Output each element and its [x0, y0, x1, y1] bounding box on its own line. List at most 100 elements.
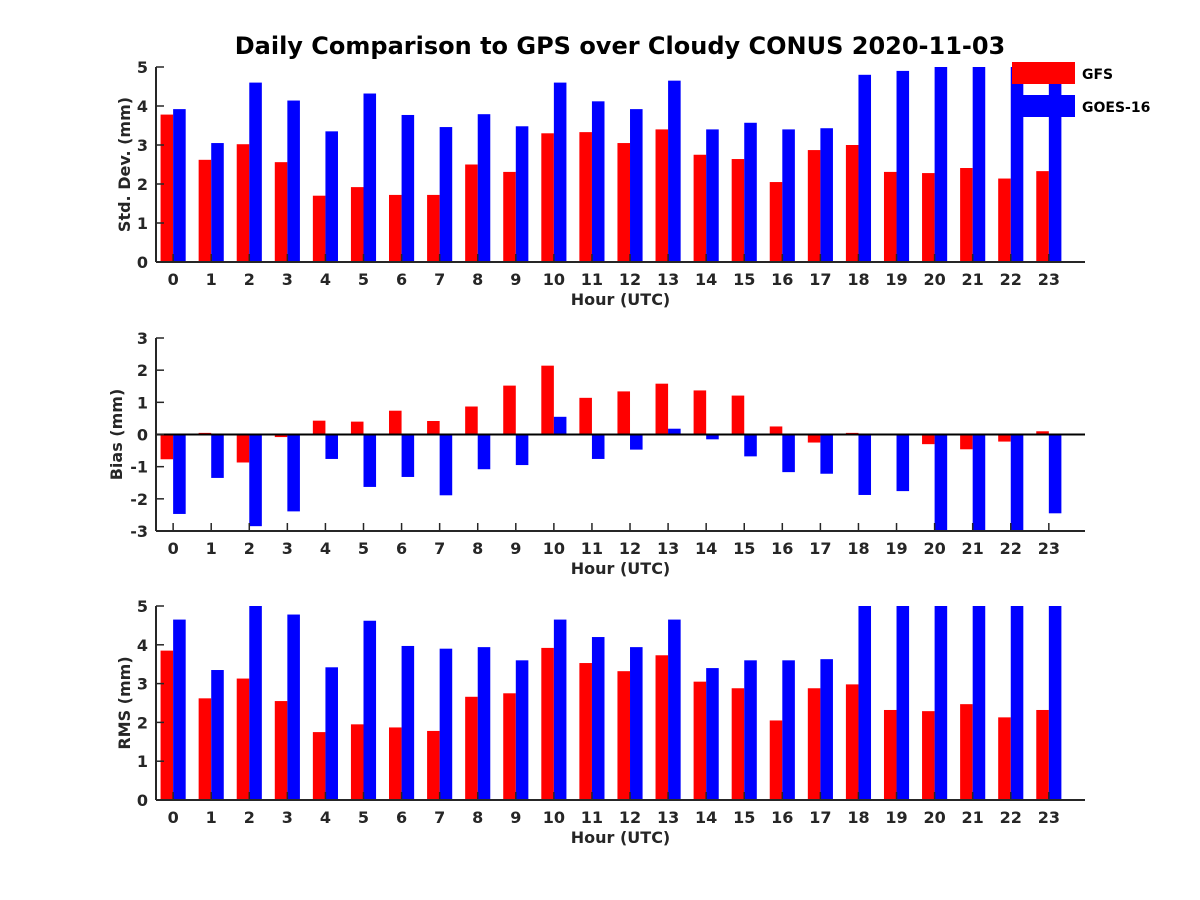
- bar-gfs-7: [427, 420, 440, 435]
- x-tick-label: 18: [847, 808, 869, 827]
- y-axis-label: RMS (mm): [115, 656, 134, 749]
- x-tick-label: 20: [923, 808, 945, 827]
- bar-gfs-3: [274, 434, 288, 438]
- x-tick-label: 9: [510, 539, 521, 558]
- bar-gfs-15: [731, 395, 745, 435]
- bar-gfs-4: [312, 195, 326, 262]
- bar-goes16-7: [439, 648, 453, 800]
- y-tick-label: -1: [130, 458, 148, 477]
- bar-gfs-1: [198, 698, 212, 800]
- bar-goes16-7: [439, 127, 453, 262]
- bar-goes16-8: [477, 434, 491, 470]
- x-tick-label: 8: [472, 270, 483, 289]
- x-tick-label: 12: [619, 539, 641, 558]
- x-tick-label: 22: [1000, 270, 1022, 289]
- x-tick-label: 18: [847, 539, 869, 558]
- bar-gfs-9: [503, 171, 516, 262]
- y-tick-label: 3: [137, 136, 148, 155]
- bar-goes16-11: [591, 101, 605, 262]
- bar-goes16-16: [782, 434, 795, 473]
- bar-goes16-22: [1010, 606, 1024, 800]
- bar-gfs-20: [922, 434, 935, 445]
- bar-gfs-3: [274, 162, 288, 262]
- legend-label-gfs: GFS: [1082, 67, 1113, 83]
- x-tick-label: 2: [244, 270, 255, 289]
- bar-goes16-2: [249, 82, 262, 262]
- y-tick-label: 1: [137, 393, 148, 412]
- x-tick-label: 5: [358, 270, 369, 289]
- bar-goes16-2: [249, 606, 262, 800]
- bar-gfs-20: [922, 711, 935, 800]
- bar-goes16-13: [668, 428, 681, 435]
- bar-gfs-4: [312, 420, 326, 435]
- x-tick-label: 14: [695, 539, 717, 558]
- legend-swatch-gfs: [1012, 62, 1075, 84]
- y-tick-label: 0: [137, 791, 148, 810]
- bar-gfs-20: [922, 173, 935, 262]
- y-tick-label: 5: [137, 58, 148, 77]
- bar-goes16-10: [553, 619, 567, 800]
- y-tick-label: 3: [137, 675, 148, 694]
- bar-gfs-8: [465, 696, 478, 800]
- bar-gfs-5: [350, 187, 364, 262]
- y-tick-label: 4: [137, 636, 148, 655]
- x-tick-label: 10: [543, 808, 565, 827]
- x-tick-label: 11: [581, 808, 603, 827]
- bar-goes16-20: [934, 606, 948, 800]
- x-tick-label: 19: [885, 539, 907, 558]
- bar-gfs-12: [617, 671, 631, 800]
- x-tick-label: 17: [809, 270, 831, 289]
- bar-goes16-22: [1010, 434, 1024, 531]
- bar-goes16-18: [858, 74, 872, 262]
- bar-goes16-15: [744, 660, 757, 800]
- x-tick-label: 21: [962, 270, 984, 289]
- bar-gfs-12: [617, 391, 631, 435]
- x-tick-label: 6: [396, 808, 407, 827]
- x-tick-label: 15: [733, 808, 755, 827]
- bar-gfs-18: [845, 145, 859, 262]
- bar-goes16-4: [325, 131, 338, 262]
- x-tick-label: 3: [282, 808, 293, 827]
- bar-gfs-10: [541, 365, 554, 435]
- x-tick-label: 13: [657, 539, 679, 558]
- bar-goes16-23: [1048, 434, 1062, 514]
- bar-goes16-9: [515, 126, 529, 262]
- bar-goes16-3: [287, 100, 300, 262]
- x-tick-label: 7: [434, 808, 445, 827]
- bar-gfs-2: [236, 144, 250, 262]
- bar-gfs-23: [1036, 709, 1049, 800]
- bar-goes16-0: [173, 619, 186, 800]
- x-tick-label: 0: [168, 808, 179, 827]
- x-tick-label: 0: [168, 539, 179, 558]
- bar-goes16-10: [553, 416, 567, 435]
- bar-gfs-9: [503, 385, 516, 435]
- x-tick-label: 23: [1038, 539, 1060, 558]
- bar-goes16-14: [706, 668, 719, 800]
- bar-goes16-18: [858, 434, 872, 495]
- bar-goes16-9: [515, 660, 529, 800]
- x-tick-label: 23: [1038, 808, 1060, 827]
- bar-gfs-8: [465, 164, 478, 262]
- x-tick-label: 8: [472, 539, 483, 558]
- bar-gfs-8: [465, 406, 478, 435]
- bar-gfs-10: [541, 133, 554, 262]
- x-tick-label: 3: [282, 270, 293, 289]
- bar-gfs-23: [1036, 431, 1049, 435]
- x-tick-label: 20: [923, 270, 945, 289]
- bar-gfs-14: [693, 390, 707, 435]
- bar-gfs-7: [427, 194, 440, 262]
- x-tick-label: 21: [962, 539, 984, 558]
- x-tick-label: 16: [771, 808, 793, 827]
- x-tick-label: 17: [809, 808, 831, 827]
- bar-goes16-1: [211, 143, 224, 262]
- bar-goes16-6: [401, 114, 415, 262]
- bar-goes16-12: [630, 109, 643, 263]
- bar-gfs-16: [769, 182, 783, 262]
- bar-goes16-19: [896, 70, 910, 263]
- y-tick-label: 1: [137, 214, 148, 233]
- bar-gfs-17: [807, 150, 821, 262]
- x-tick-label: 19: [885, 808, 907, 827]
- bar-goes16-0: [173, 109, 186, 263]
- x-tick-label: 3: [282, 539, 293, 558]
- x-tick-label: 19: [885, 270, 907, 289]
